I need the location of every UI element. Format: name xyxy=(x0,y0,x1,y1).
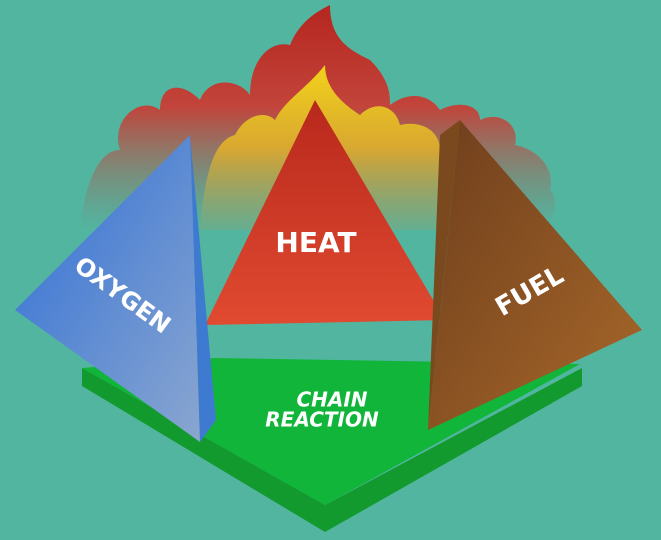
heat-label: HEAT xyxy=(275,226,356,259)
fire-tetrahedron: HEAT OXYGEN FUEL CHAIN REACTION xyxy=(0,0,661,540)
reaction-label: REACTION xyxy=(265,408,379,432)
